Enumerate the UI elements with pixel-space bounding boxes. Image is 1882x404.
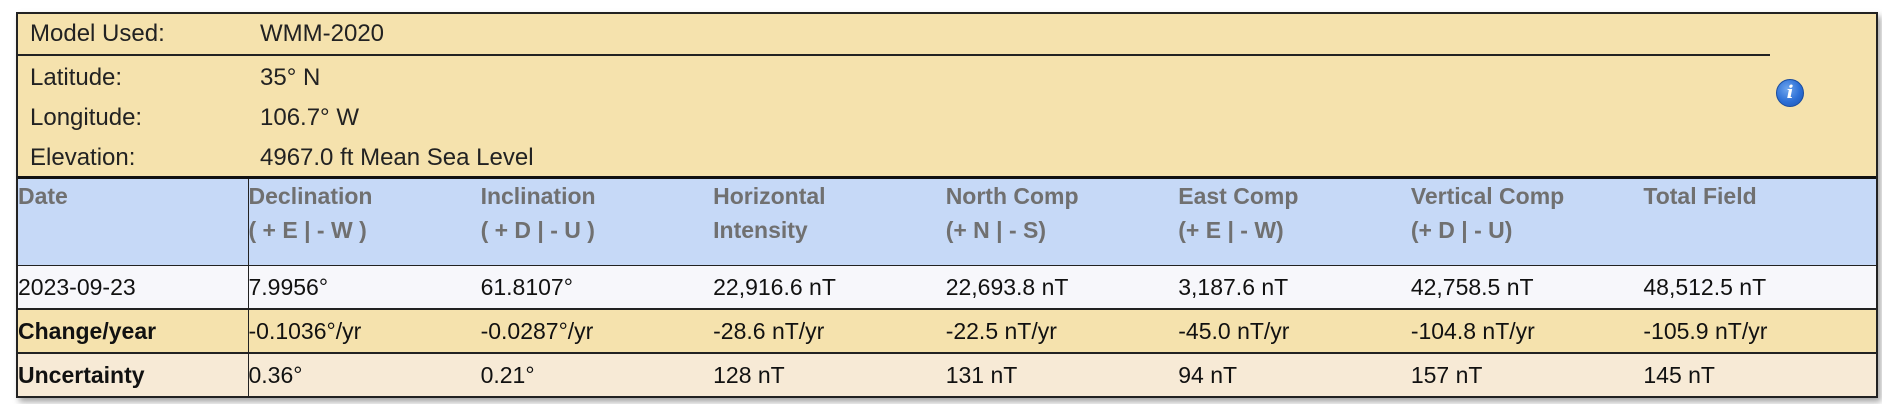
header-north-sub: (+ N | - S) xyxy=(945,217,1047,243)
results-panel: Model Used: WMM-2020 Latitude: 35° N Lon… xyxy=(16,12,1878,398)
header-vertical-label: Vertical Comp xyxy=(1410,183,1565,209)
model-info: Model Used: WMM-2020 Latitude: 35° N Lon… xyxy=(18,14,1876,179)
header-inclination: Inclination ( + D | - U ) xyxy=(480,179,714,265)
elevation-label: Elevation: xyxy=(30,144,136,171)
header-horizontal: Horizontal Intensity xyxy=(713,179,946,265)
header-east-label: East Comp xyxy=(1178,183,1299,209)
table-cell: 7.9956° xyxy=(248,264,481,309)
table-cell: 22,693.8 nT xyxy=(945,264,1179,309)
table-cell: -0.1036°/yr xyxy=(248,307,481,353)
header-horizontal-label: Horizontal xyxy=(713,183,826,209)
header-north-label: North Comp xyxy=(945,183,1079,209)
header-declination-label: Declination xyxy=(248,183,373,209)
table-row-uncertainty: Uncertainty 0.36° 0.21° 128 nT 131 nT 94… xyxy=(18,351,1876,396)
table-cell: 0.36° xyxy=(248,351,481,396)
header-declination-sub: ( + E | - W ) xyxy=(248,217,367,243)
table-row-values: 2023-09-23 7.9956° 61.8107° 22,916.6 nT … xyxy=(18,264,1876,309)
table-cell: 22,916.6 nT xyxy=(713,264,946,309)
table-cell: 48,512.5 nT xyxy=(1643,264,1876,309)
table-cell: 131 nT xyxy=(945,351,1179,396)
table-cell: 157 nT xyxy=(1410,351,1644,396)
model-divider xyxy=(18,54,1770,56)
results-table: Date Declination ( + E | - W ) Inclinati… xyxy=(18,179,1876,396)
elevation-value: 4967.0 ft Mean Sea Level xyxy=(260,144,534,171)
table-cell: -45.0 nT/yr xyxy=(1178,307,1411,353)
table-cell: 42,758.5 nT xyxy=(1410,264,1644,309)
table-row-change: Change/year -0.1036°/yr -0.0287°/yr -28.… xyxy=(18,307,1876,353)
header-inclination-sub: ( + D | - U ) xyxy=(480,217,595,243)
table-cell: 61.8107° xyxy=(480,264,714,309)
table-cell: -104.8 nT/yr xyxy=(1410,307,1644,353)
table-header-row: Date Declination ( + E | - W ) Inclinati… xyxy=(18,179,1876,265)
table-cell: -0.0287°/yr xyxy=(480,307,714,353)
header-total: Total Field xyxy=(1643,179,1876,265)
row-uncertainty-label: Uncertainty xyxy=(18,351,249,396)
table-cell: -28.6 nT/yr xyxy=(713,307,946,353)
row-date: 2023-09-23 xyxy=(18,264,249,309)
table-cell: -105.9 nT/yr xyxy=(1643,307,1876,353)
latitude-value: 35° N xyxy=(260,64,321,91)
table-cell: 94 nT xyxy=(1178,351,1411,396)
longitude-label: Longitude: xyxy=(30,104,143,131)
header-total-label: Total Field xyxy=(1643,183,1757,209)
header-east: East Comp (+ E | - W) xyxy=(1178,179,1411,265)
header-east-sub: (+ E | - W) xyxy=(1178,217,1284,243)
latitude-label: Latitude: xyxy=(30,64,123,91)
model-value: WMM-2020 xyxy=(260,20,385,47)
model-label: Model Used: xyxy=(30,20,165,47)
header-date: Date xyxy=(18,179,249,265)
header-date-label: Date xyxy=(18,183,68,209)
table-cell: 145 nT xyxy=(1643,351,1876,396)
header-vertical-sub: (+ D | - U) xyxy=(1410,217,1513,243)
row-change-label: Change/year xyxy=(18,307,249,353)
table-cell: 3,187.6 nT xyxy=(1178,264,1411,309)
header-north: North Comp (+ N | - S) xyxy=(945,179,1179,265)
table-cell: 0.21° xyxy=(480,351,714,396)
header-horizontal-sub: Intensity xyxy=(713,217,808,243)
header-inclination-label: Inclination xyxy=(480,183,596,209)
longitude-value: 106.7° W xyxy=(260,104,359,131)
table-cell: -22.5 nT/yr xyxy=(945,307,1179,353)
header-declination: Declination ( + E | - W ) xyxy=(248,179,481,265)
info-icon[interactable]: i xyxy=(1776,79,1804,107)
header-vertical: Vertical Comp (+ D | - U) xyxy=(1410,179,1644,265)
table-cell: 128 nT xyxy=(713,351,946,396)
